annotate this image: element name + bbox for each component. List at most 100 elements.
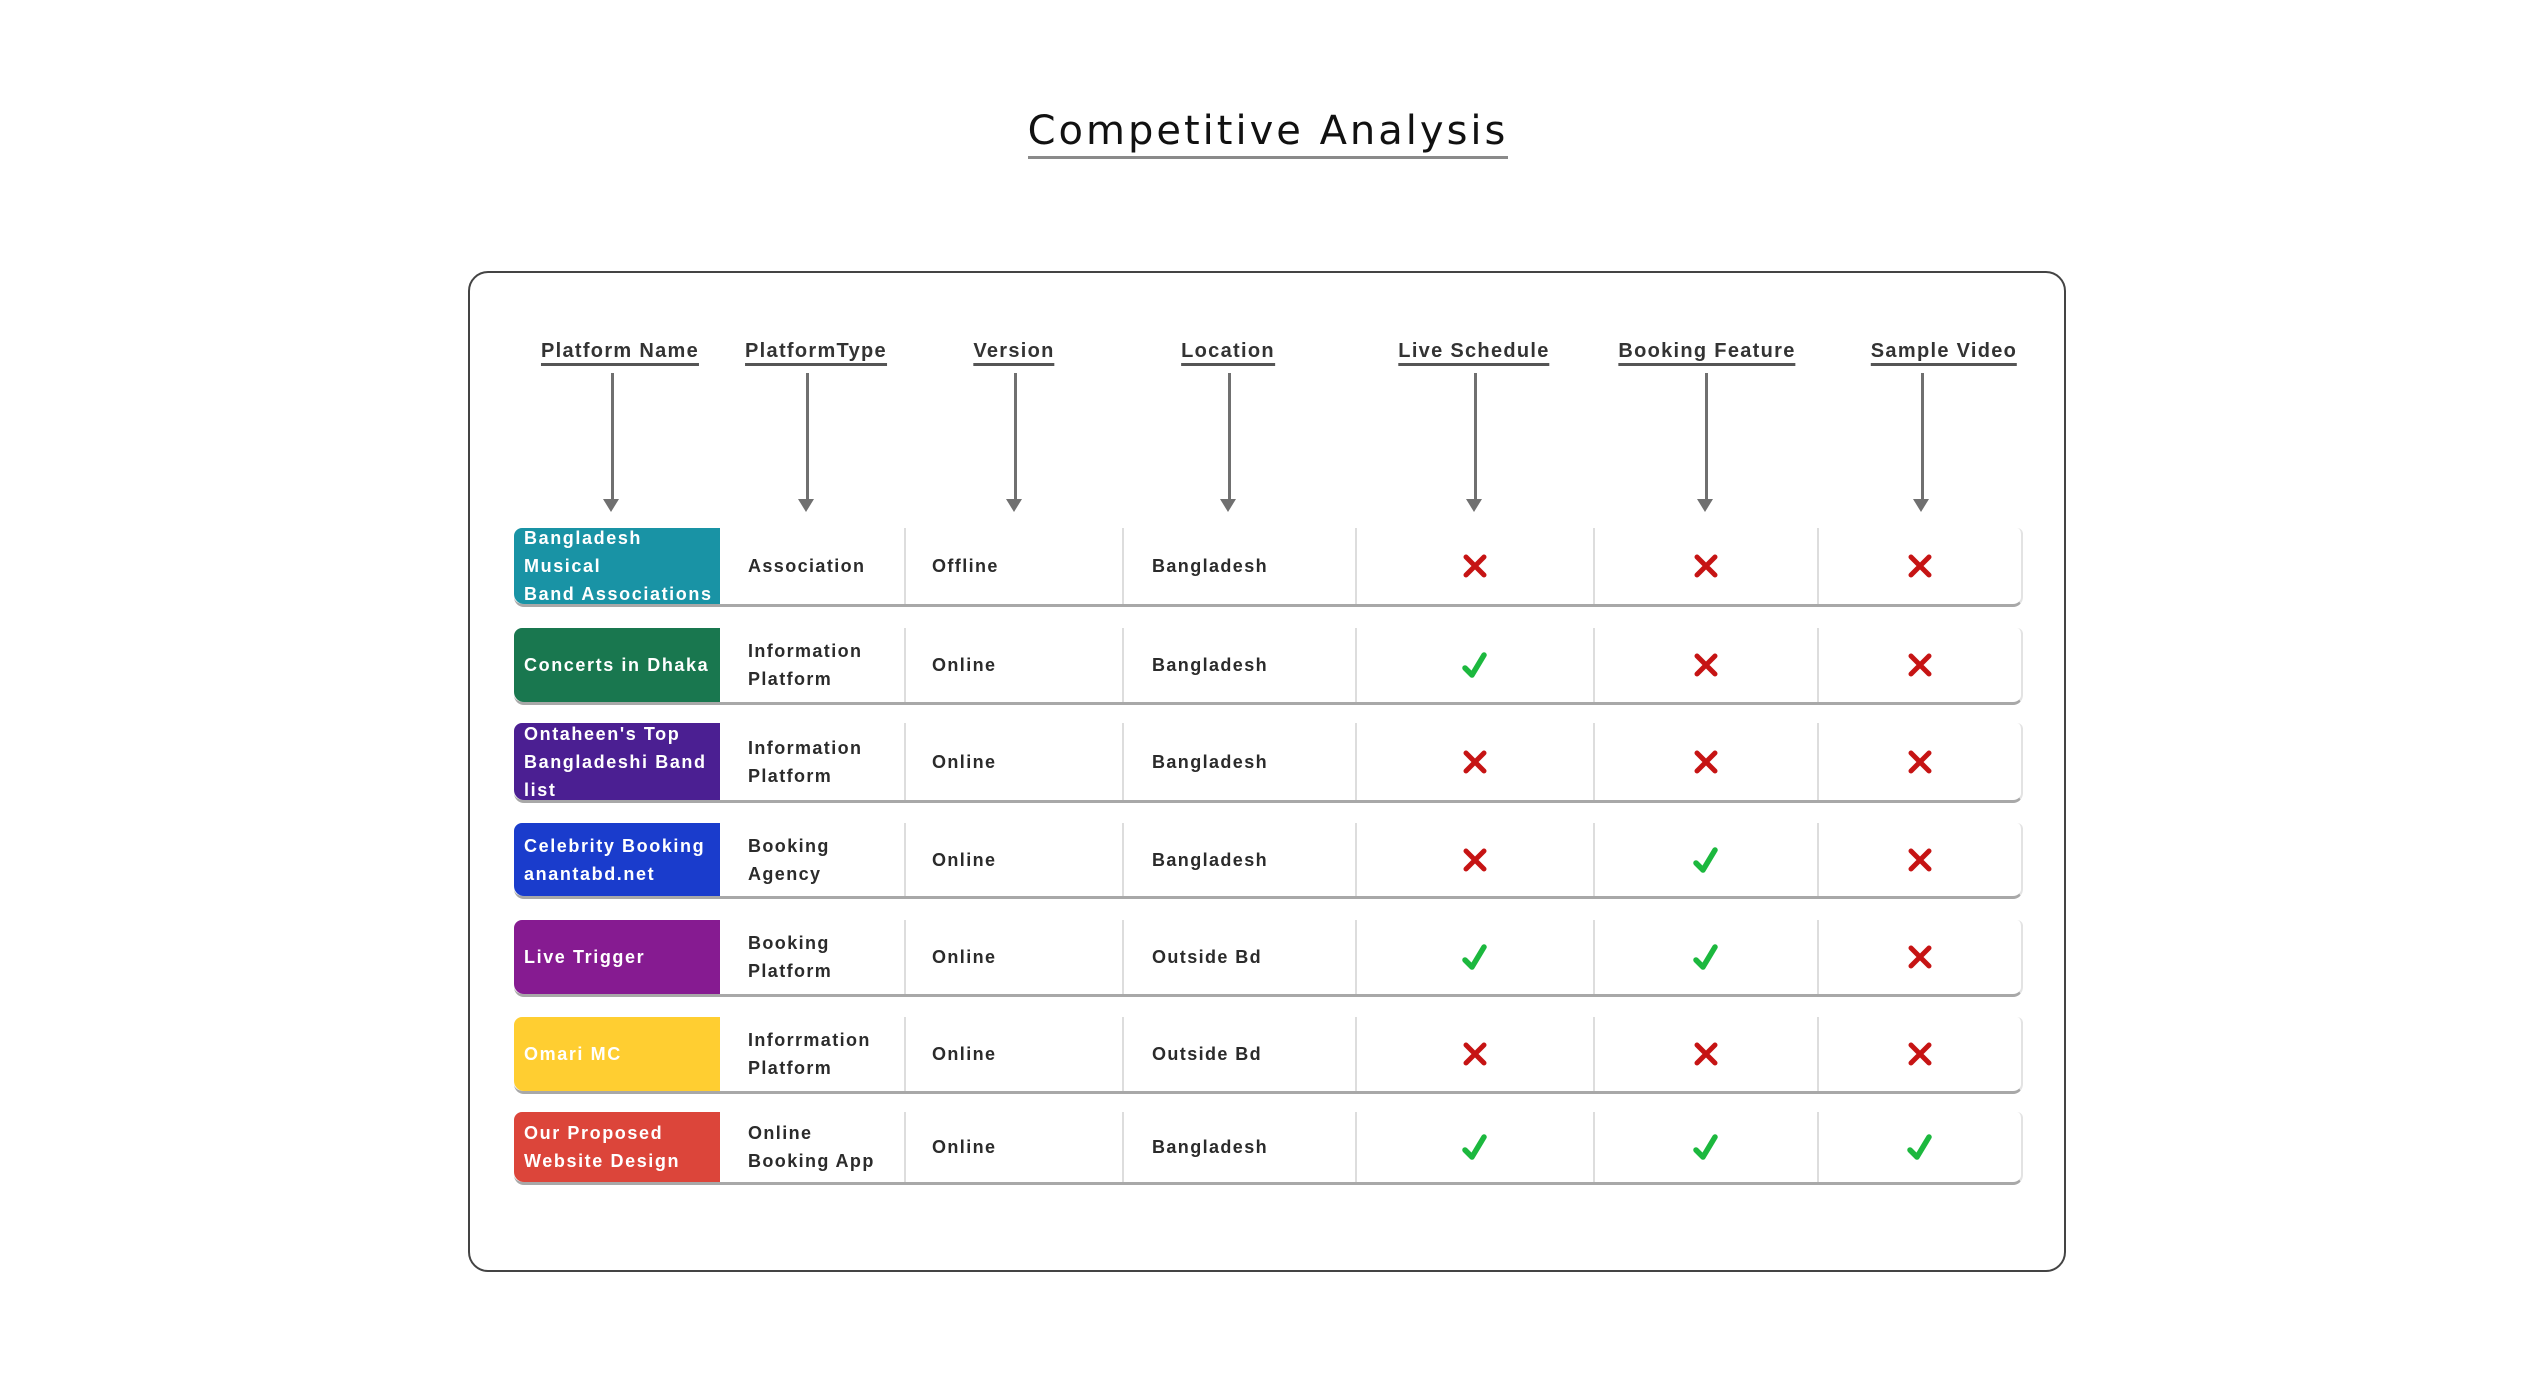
booking-feature-cell <box>1593 1112 1817 1182</box>
sample-video-cell <box>1817 1112 2021 1182</box>
live-schedule-cell <box>1355 628 1593 702</box>
platform-type-cell: Booking Agency <box>720 823 904 896</box>
booking-feature-cell <box>1593 723 1817 800</box>
booking-feature-cell <box>1593 628 1817 702</box>
location: Bangladesh <box>1152 751 1269 772</box>
booking-feature-cell <box>1593 1017 1817 1091</box>
table-row: Ontaheen's Top Bangladeshi Band list Info… <box>514 723 2023 803</box>
cross-icon <box>1908 653 1932 677</box>
table-row: Concerts in Dhaka Information Platform Onl… <box>514 628 2023 705</box>
platform-name-cell: Omari MC <box>514 1017 720 1091</box>
platform-type: Booking Agency <box>748 835 830 884</box>
platform-type: Inforrmation Platform <box>748 1030 871 1078</box>
platform-type: Online Booking App <box>748 1123 875 1171</box>
location-cell: Bangladesh <box>1122 823 1355 896</box>
cross-icon <box>1908 848 1932 871</box>
platform-name-cell: Concerts in Dhaka <box>514 628 720 702</box>
live-schedule-cell <box>1355 920 1593 994</box>
column-header-label: Platform Name <box>540 340 700 366</box>
location-cell: Bangladesh <box>1122 628 1355 702</box>
platform-type-cell: Online Booking App <box>720 1112 904 1182</box>
live-schedule-cell <box>1355 1112 1593 1182</box>
location-cell: Bangladesh <box>1122 723 1355 800</box>
version-cell: Online <box>904 1112 1122 1182</box>
booking-feature-cell <box>1593 528 1817 604</box>
location-cell: Outside Bd <box>1122 1017 1355 1091</box>
cross-icon <box>1908 1042 1932 1066</box>
version: Online <box>932 849 997 870</box>
version: Online <box>932 1044 997 1064</box>
sample-video-cell <box>1817 1017 2021 1091</box>
column-header-label: Version <box>973 340 1055 366</box>
booking-feature-cell <box>1593 920 1817 994</box>
platform-name: Celebrity Booking anantabd.net <box>524 835 706 884</box>
location: Bangladesh <box>1152 849 1269 870</box>
live-schedule-cell <box>1355 723 1593 800</box>
live-schedule-cell <box>1355 823 1593 896</box>
location: Outside Bd <box>1152 1044 1263 1064</box>
version-cell: Online <box>904 1017 1122 1091</box>
platform-name: Bangladesh Musical Band Associations <box>524 528 713 604</box>
page-title-text: Competitive Analysis <box>1027 108 1509 159</box>
version-cell: Offline <box>904 528 1122 604</box>
column-header-label: Live Schedule <box>1398 340 1550 366</box>
column-header-sample-video: Sample Video <box>1870 340 2018 366</box>
check-icon <box>1693 1134 1718 1160</box>
booking-feature-cell <box>1593 823 1817 896</box>
location-cell: Bangladesh <box>1122 1112 1355 1182</box>
column-header-label: PlatformType <box>745 340 887 366</box>
location: Bangladesh <box>1152 556 1269 576</box>
platform-name: Live Trigger <box>524 947 646 967</box>
platform-name-cell: Ontaheen's Top Bangladeshi Band list <box>514 723 720 800</box>
live-schedule-cell <box>1355 1017 1593 1091</box>
platform-type: Information Platform <box>748 641 863 689</box>
cross-icon <box>1908 945 1932 969</box>
column-header-label: Location <box>1181 340 1275 366</box>
platform-name: Concerts in Dhaka <box>524 655 710 675</box>
location: Bangladesh <box>1152 655 1269 675</box>
platform-type-cell: Booking Platform <box>720 920 904 994</box>
version: Online <box>932 947 997 967</box>
check-icon <box>1907 1134 1932 1160</box>
column-header-platform-name: Platform Name <box>540 340 700 366</box>
cross-icon <box>1463 554 1487 578</box>
platform-name: Ontaheen's Top Bangladeshi Band list <box>524 723 707 800</box>
platform-type: Information Platform <box>748 737 863 786</box>
platform-type-cell: Association <box>720 528 904 604</box>
cross-icon <box>1908 750 1932 773</box>
platform-name-cell: Bangladesh Musical Band Associations <box>514 528 720 604</box>
version-cell: Online <box>904 628 1122 702</box>
platform-name: Our Proposed Website Design <box>524 1123 681 1171</box>
column-header-version: Version <box>973 340 1055 366</box>
version-cell: Online <box>904 723 1122 800</box>
cross-icon <box>1463 848 1487 871</box>
version-cell: Online <box>904 823 1122 896</box>
version: Online <box>932 1137 997 1157</box>
version: Online <box>932 751 997 772</box>
platform-name-cell: Our Proposed Website Design <box>514 1112 720 1182</box>
column-header-label: Booking Feature <box>1618 340 1796 366</box>
check-icon <box>1462 1134 1487 1160</box>
column-header-location: Location <box>1181 340 1275 366</box>
platform-type-cell: Information Platform <box>720 628 904 702</box>
check-icon <box>1462 944 1487 970</box>
cross-icon <box>1694 750 1718 773</box>
platform-name-cell: Live Trigger <box>514 920 720 994</box>
sample-video-cell <box>1817 920 2021 994</box>
platform-name-cell: Celebrity Booking anantabd.net <box>514 823 720 896</box>
cross-icon <box>1908 554 1932 578</box>
check-icon <box>1462 652 1487 678</box>
version: Online <box>932 655 997 675</box>
live-schedule-cell <box>1355 528 1593 604</box>
location: Bangladesh <box>1152 1137 1269 1157</box>
version: Offline <box>932 556 999 576</box>
table-row: Celebrity Booking anantabd.net Booking Ag… <box>514 823 2023 899</box>
sample-video-cell <box>1817 528 2021 604</box>
platform-name: Omari MC <box>524 1044 622 1064</box>
cross-icon <box>1463 1042 1487 1066</box>
column-header-platform-type: PlatformType <box>745 340 887 366</box>
platform-type: Booking Platform <box>748 933 833 981</box>
sample-video-cell <box>1817 823 2021 896</box>
check-icon <box>1693 944 1718 970</box>
platform-type-cell: Inforrmation Platform <box>720 1017 904 1091</box>
